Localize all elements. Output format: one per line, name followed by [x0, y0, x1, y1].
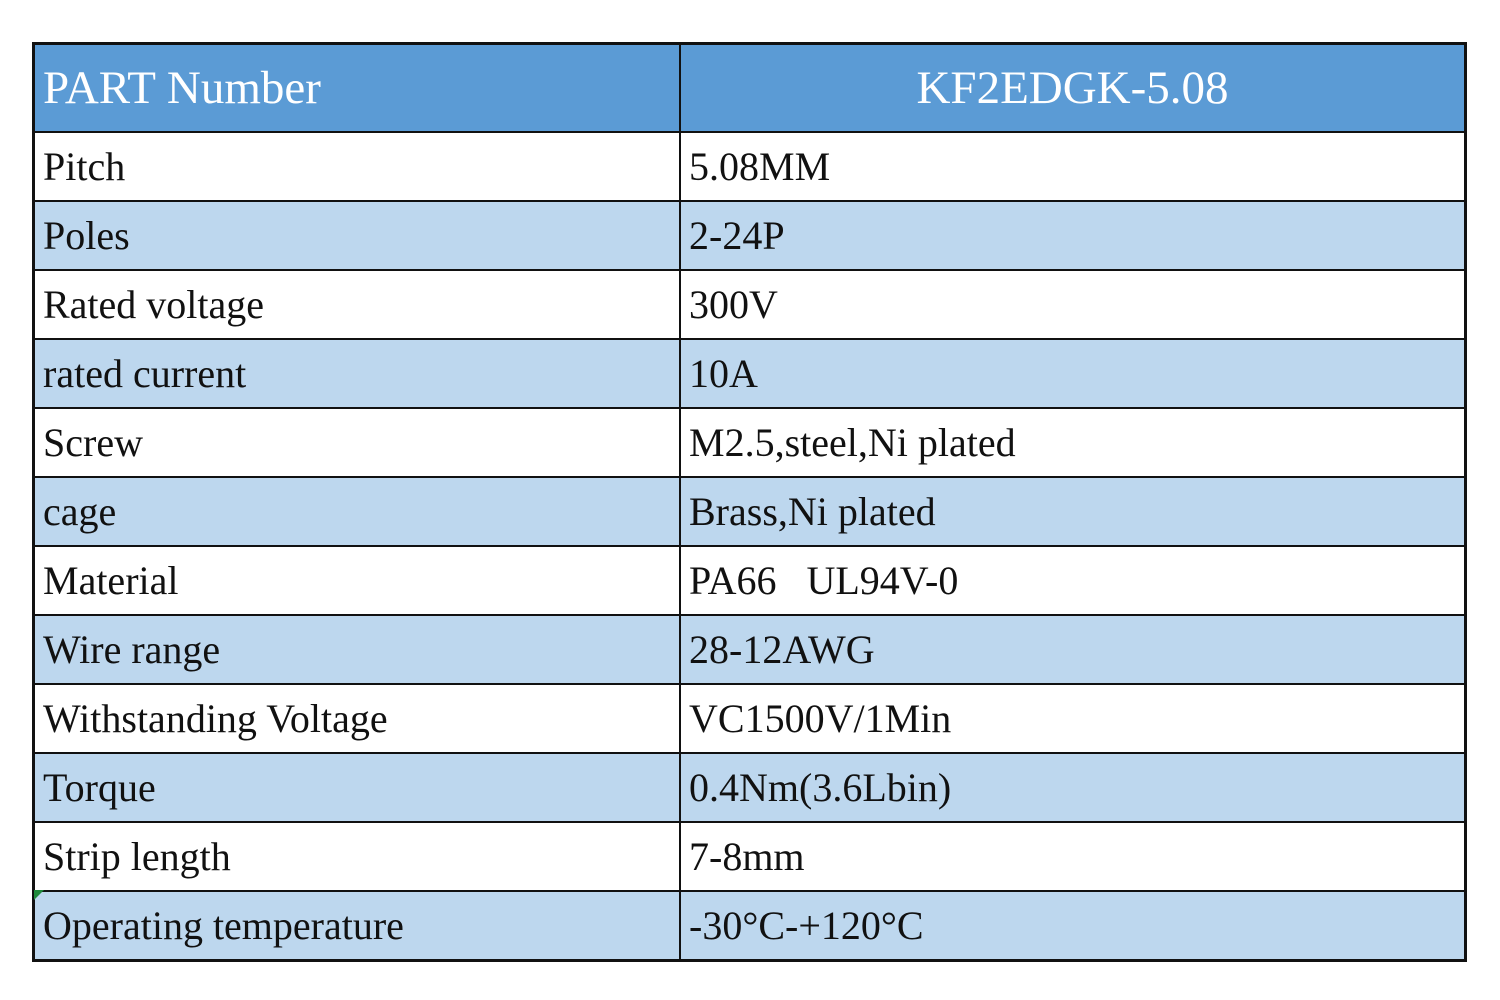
label-cell: cage	[32, 476, 681, 547]
table-row: Withstanding Voltage VC1500V/1Min	[32, 683, 1467, 754]
table-row: Torque 0.4Nm(3.6Lbin)	[32, 752, 1467, 823]
spec-table: PART Number KF2EDGK-5.08 Pitch 5.08MM Pole…	[32, 42, 1467, 962]
label-cell: Strip length	[32, 821, 681, 892]
header-cell: PART Number	[32, 42, 681, 133]
table-row: Strip length 7-8mm	[32, 821, 1467, 892]
label-cell: Torque	[32, 752, 681, 823]
table-body: Pitch 5.08MM Poles 2-24P Rated voltage 300V ra…	[32, 131, 1467, 962]
label-cell: Poles	[32, 200, 681, 271]
value-cell: 5.08MM	[679, 131, 1467, 202]
value-cell: PA66 UL94V-0	[679, 545, 1467, 616]
table-row: cage Brass,Ni plated	[32, 476, 1467, 547]
value-cell: VC1500V/1Min	[679, 683, 1467, 754]
table-row: Poles 2-24P	[32, 200, 1467, 271]
table-row: rated current 10A	[32, 338, 1467, 409]
value-cell: 10A	[679, 338, 1467, 409]
value-cell: -30°C-+120°C	[679, 890, 1467, 962]
label-cell: Pitch	[32, 131, 681, 202]
table-row: Operating temperature -30°C-+120°C	[32, 890, 1467, 962]
table-row: Pitch 5.08MM	[32, 131, 1467, 202]
header-cell: KF2EDGK-5.08	[679, 42, 1467, 133]
label-cell: Operating temperature	[32, 890, 681, 962]
table-row: Material PA66 UL94V-0	[32, 545, 1467, 616]
label-cell: rated current	[32, 338, 681, 409]
comment-indicator	[34, 890, 44, 900]
value-cell: 300V	[679, 269, 1467, 340]
value-cell: 0.4Nm(3.6Lbin)	[679, 752, 1467, 823]
label-cell: Withstanding Voltage	[32, 683, 681, 754]
value-cell: 28-12AWG	[679, 614, 1467, 685]
value-cell: Brass,Ni plated	[679, 476, 1467, 547]
label-cell: Wire range	[32, 614, 681, 685]
label-cell: Rated voltage	[32, 269, 681, 340]
table-row: Wire range 28-12AWG	[32, 614, 1467, 685]
value-cell: 2-24P	[679, 200, 1467, 271]
value-cell: 7-8mm	[679, 821, 1467, 892]
label-cell: Material	[32, 545, 681, 616]
table-row: Rated voltage 300V	[32, 269, 1467, 340]
table-row: Screw M2.5,steel,Ni plated	[32, 407, 1467, 478]
header-row: PART Number KF2EDGK-5.08	[32, 42, 1467, 133]
value-cell: M2.5,steel,Ni plated	[679, 407, 1467, 478]
label-cell: Screw	[32, 407, 681, 478]
